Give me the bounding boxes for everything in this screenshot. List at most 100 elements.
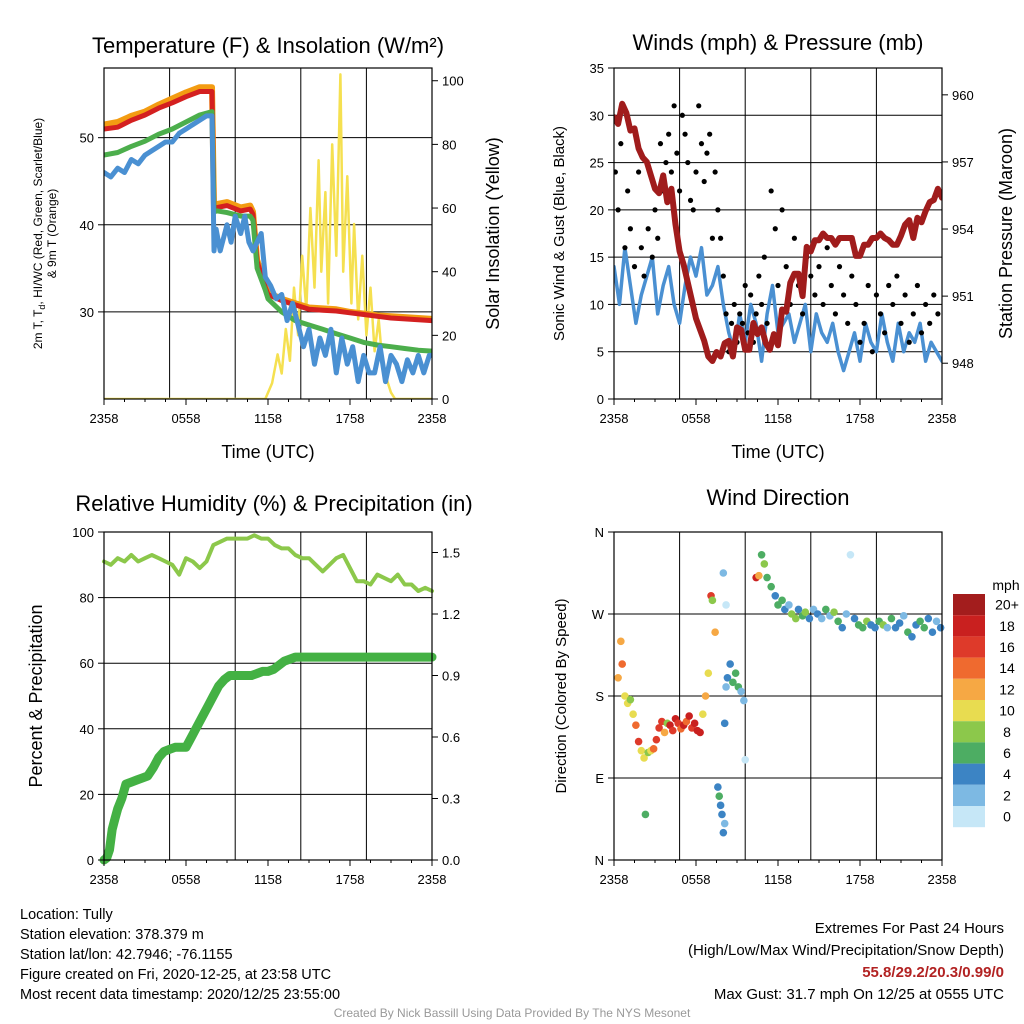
y2-tick-label: 954: [952, 222, 974, 237]
gust-point: [701, 178, 707, 185]
direction-point: [649, 745, 658, 753]
direction-point: [634, 737, 643, 746]
y-tick-label: 40: [80, 722, 94, 737]
direction-point: [668, 726, 677, 735]
gust-point: [723, 311, 729, 317]
gust-point: [671, 103, 677, 109]
y-tick-label: 60: [80, 656, 94, 671]
y-axis-label: 2m T, Td, HI/WC (Red, Green, Scarlet/Blu…: [31, 118, 59, 349]
gust-point: [853, 301, 859, 308]
chart-title: Winds (mph) & Pressure (mb): [633, 30, 924, 55]
direction-point: [719, 569, 728, 577]
y-tick-label: N: [595, 525, 604, 540]
points-group: [614, 550, 945, 837]
y-axis-label-text: Percent & Precipitation: [26, 604, 46, 787]
direction-point: [618, 660, 626, 668]
gust-point: [756, 273, 762, 279]
gust-point: [720, 273, 726, 279]
gust-point: [800, 311, 806, 317]
colorbar-label: 14: [999, 660, 1015, 676]
gust-point: [718, 235, 724, 241]
gust-point: [618, 141, 624, 147]
gust-point: [820, 301, 826, 308]
direction-point: [699, 710, 707, 719]
colorbar-swatch: [953, 700, 985, 722]
gust-point: [761, 254, 767, 260]
y2-tick-label: 60: [442, 201, 456, 216]
gust-point: [931, 292, 937, 298]
gust-point: [877, 311, 884, 317]
y2-tick-label: 1.2: [442, 607, 460, 622]
colorbar-label: 0: [1003, 809, 1011, 825]
direction-point: [629, 710, 637, 719]
direction-point: [838, 623, 847, 632]
direction-point: [722, 601, 730, 609]
x-tick-label: 1158: [764, 411, 792, 426]
direction-point: [760, 560, 769, 568]
y-tick-label: S: [595, 689, 604, 704]
gust-point: [666, 131, 672, 137]
x-tick-label: 2358: [418, 411, 447, 426]
gust-point: [625, 188, 631, 194]
y-tick-label: E: [595, 771, 604, 786]
direction-point: [704, 669, 713, 678]
recent-text: Most recent data timestamp: 2020/12/25 2…: [20, 987, 341, 1003]
direction-point: [846, 550, 855, 559]
x-tick-label: 2358: [600, 872, 629, 887]
gust-point: [704, 150, 710, 156]
gust-point: [759, 301, 765, 308]
gust-point: [614, 169, 618, 175]
gust-point: [742, 282, 748, 289]
gust-point: [772, 226, 778, 232]
gust-point: [861, 320, 867, 326]
elevation-text: Station elevation: 378.379 m: [20, 927, 204, 943]
gust-point: [906, 339, 912, 345]
gust-point: [685, 159, 691, 166]
gust-point: [641, 273, 647, 279]
direction-point: [883, 623, 892, 632]
station-info: Location: Tully Station elevation: 378.3…: [20, 905, 340, 1005]
gust-point: [657, 141, 664, 147]
gust-point: [910, 311, 916, 317]
y-tick-label: 25: [590, 156, 604, 171]
colorbar-swatch: [953, 784, 985, 806]
y-axis-label-line2: & 9m T (Orange): [45, 189, 59, 279]
y-tick-label: 40: [80, 218, 94, 233]
direction-point: [718, 810, 726, 819]
y-tick-label: 50: [80, 131, 94, 146]
direction-point: [701, 692, 710, 700]
direction-point: [632, 721, 640, 729]
direction-point: [778, 596, 786, 605]
gust-point: [696, 103, 702, 109]
gust-point: [768, 188, 774, 194]
gust-point: [668, 169, 675, 175]
y2-tick-label: 0.0: [442, 853, 460, 868]
gust-point: [645, 226, 651, 232]
y2-tick-label: 20: [442, 328, 456, 343]
y-tick-label: 20: [80, 787, 94, 802]
colorbar-swatch: [953, 657, 985, 679]
direction-point: [755, 571, 763, 580]
gust-point: [709, 235, 716, 241]
pressure-line: [614, 100, 942, 364]
gust-point: [636, 169, 642, 175]
direction-point: [801, 608, 810, 616]
gust-point: [923, 301, 929, 308]
y-tick-label: 15: [590, 250, 604, 265]
direction-point: [830, 608, 838, 616]
colorbar-swatch: [953, 763, 985, 785]
direction-point: [726, 660, 734, 668]
direction-point: [858, 623, 867, 632]
direction-point: [741, 755, 749, 764]
extremes-title: Extremes For Past 24 Hours: [814, 920, 1004, 937]
x-tick-label: 1158: [764, 872, 792, 887]
x-tick-label: 1158: [254, 872, 282, 887]
direction-point: [720, 719, 729, 728]
y2-axis-label: Solar Insolation (Yellow): [483, 137, 503, 329]
series-line: [99, 652, 437, 865]
x-tick-label: 2358: [928, 411, 957, 426]
y-tick-label: 0: [87, 853, 94, 868]
gust-point: [828, 282, 834, 289]
direction-point: [932, 617, 941, 626]
y-axis-label: Percent & Precipitation: [26, 604, 46, 787]
